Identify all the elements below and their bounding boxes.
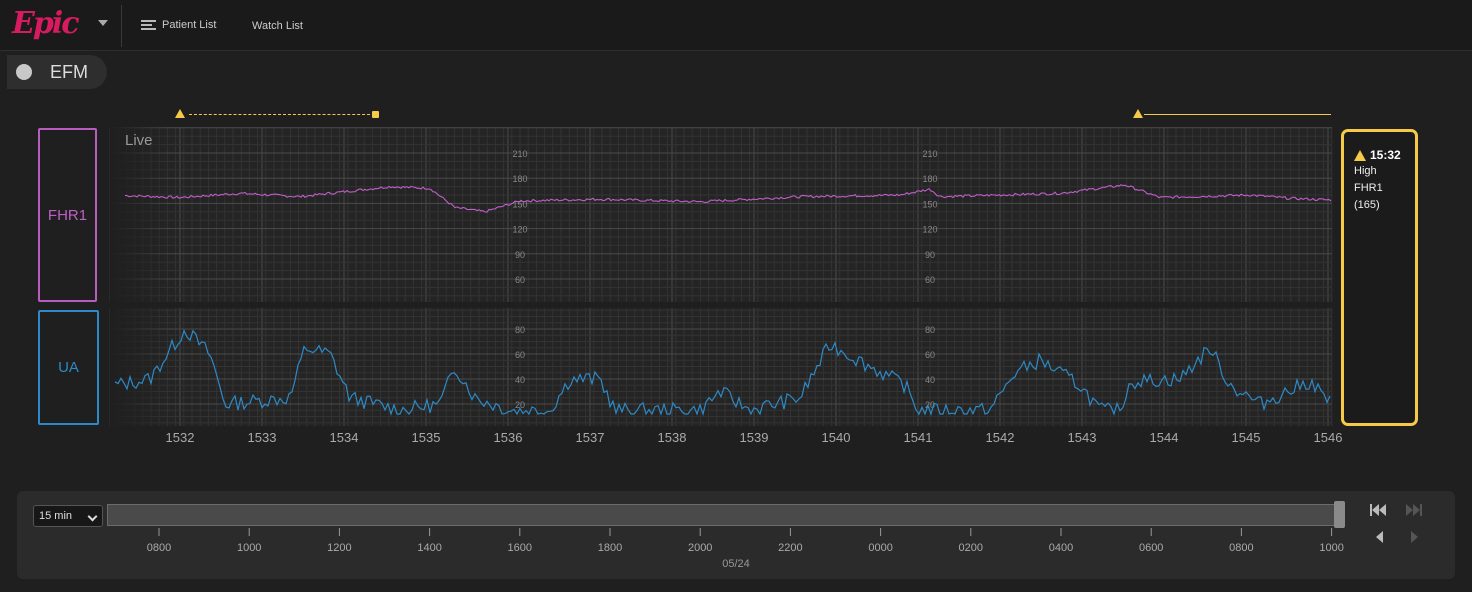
fhr1-channel-button[interactable]: FHR1	[38, 128, 97, 302]
scrubber-handle[interactable]	[1334, 501, 1345, 528]
ua-scale-label: 60	[925, 350, 935, 360]
ua-scale-label: 80	[515, 325, 525, 335]
time-tick-label: 1542	[986, 430, 1015, 445]
fhr-scale-label: 60	[515, 275, 525, 285]
patient-list-button[interactable]: Patient List	[141, 19, 216, 31]
fhr-scale-label: 180	[922, 174, 937, 184]
ua-scale-label: 20	[925, 400, 935, 410]
fhr-scale-label: 210	[512, 149, 527, 159]
alert-range-end-marker[interactable]	[372, 111, 379, 118]
alert-header: 15:32	[1354, 148, 1401, 162]
duration-select[interactable]: 15 min	[33, 505, 103, 527]
fhr-scale-label: 210	[922, 149, 937, 159]
live-label: Live	[125, 132, 153, 149]
fhr-scale-label: 150	[512, 199, 527, 209]
time-tick-label: 1545	[1232, 430, 1261, 445]
time-tick-label: 1539	[740, 430, 769, 445]
ua-channel-button[interactable]: UA	[38, 310, 99, 425]
step-back-icon[interactable]	[1371, 529, 1391, 545]
warning-icon[interactable]	[175, 109, 185, 118]
chevron-down-icon[interactable]	[98, 20, 108, 26]
time-tick-label: 1536	[494, 430, 523, 445]
chevron-down-icon	[87, 511, 98, 522]
timeline-scrubber[interactable]	[107, 504, 1343, 526]
alert-line-2: FHR1	[1354, 182, 1383, 194]
ua-scale-label: 60	[515, 350, 525, 360]
time-tick-label: 1537	[576, 430, 605, 445]
fhr-scale-label: 90	[925, 250, 935, 260]
alert-line-3: (165)	[1354, 199, 1380, 211]
fhr-scale-label: 180	[512, 174, 527, 184]
fhr1-trace	[124, 184, 1332, 213]
time-tick-label: 1543	[1068, 430, 1097, 445]
alert-panel[interactable]: 15:32 High FHR1 (165)	[1341, 129, 1418, 426]
fhr-scale-label: 150	[922, 199, 937, 209]
time-tick-label: 1535	[412, 430, 441, 445]
ua-scale-label: 40	[925, 375, 935, 385]
duration-value: 15 min	[39, 510, 73, 522]
efm-label: EFM	[50, 62, 88, 82]
step-forward-icon[interactable]	[1405, 529, 1425, 545]
time-tick-label: 1544	[1150, 430, 1179, 445]
watch-list-button[interactable]: Watch List	[233, 19, 303, 32]
alert-range-active	[1144, 114, 1331, 115]
grid-icon	[233, 19, 246, 32]
top-bar: Epic Patient List Watch List	[0, 0, 1472, 51]
time-tick-label: 1546	[1314, 430, 1343, 445]
fhr-scale-label: 60	[925, 275, 935, 285]
patient-list-label: Patient List	[162, 19, 217, 31]
skip-last-icon[interactable]	[1403, 502, 1423, 518]
time-tick-label: 1540	[822, 430, 851, 445]
ua-scale-label: 20	[515, 400, 525, 410]
time-tick-label: 1541	[904, 430, 933, 445]
fhr-scale-label: 120	[512, 225, 527, 235]
fhr-scale-label: 120	[922, 225, 937, 235]
ua-scale-label: 80	[925, 325, 935, 335]
epic-logo[interactable]: Epic	[12, 6, 80, 41]
time-tick-label: 1533	[248, 430, 277, 445]
warning-icon[interactable]	[1133, 109, 1143, 118]
ua-scale-label: 40	[515, 375, 525, 385]
ua-trace	[114, 328, 1331, 417]
list-icon	[141, 19, 156, 31]
alert-time: 15:32	[1370, 148, 1401, 162]
skip-first-icon[interactable]	[1369, 502, 1389, 518]
alert-range-dashed	[189, 114, 375, 115]
alert-line-1: High	[1354, 165, 1377, 177]
watch-list-label: Watch List	[252, 19, 303, 32]
fhr-scale-label: 90	[515, 250, 525, 260]
time-tick-label: 1532	[166, 430, 195, 445]
warning-icon	[1354, 149, 1366, 161]
time-tick-label: 1538	[658, 430, 687, 445]
efm-tab[interactable]: EFM	[7, 55, 107, 89]
status-dot-icon	[16, 64, 32, 80]
toolbar-divider	[121, 5, 122, 47]
time-tick-label: 1534	[330, 430, 359, 445]
